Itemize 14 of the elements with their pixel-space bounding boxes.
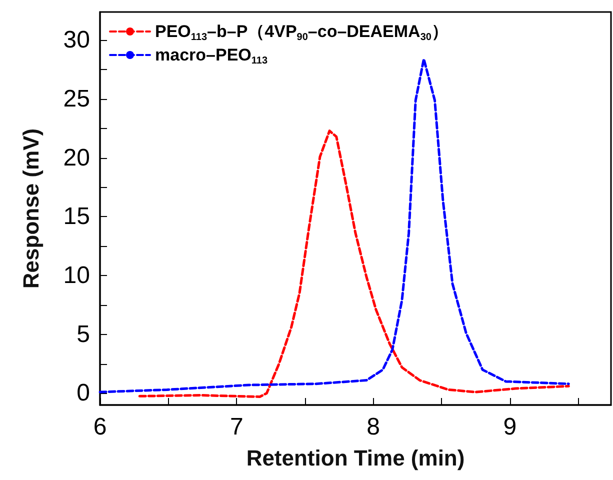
line-series [138,130,570,398]
y-tick-label: 25 [63,86,90,113]
y-tick-label: 15 [63,203,90,230]
x-tick-label: 7 [230,414,244,440]
y-axis-title: Response (mV) [18,128,44,289]
y-tick-label: 10 [63,262,90,290]
x-tick-label: 9 [503,414,517,440]
x-tick-label: 8 [366,414,380,440]
y-tick-label: 30 [63,26,90,54]
x-axis-title: Retention Time (min) [246,446,465,470]
y-tick-label: 0 [76,380,90,407]
y-tick-label: 5 [76,320,90,348]
x-tick-label: 6 [93,414,107,440]
y-tick-label: 20 [63,144,90,172]
